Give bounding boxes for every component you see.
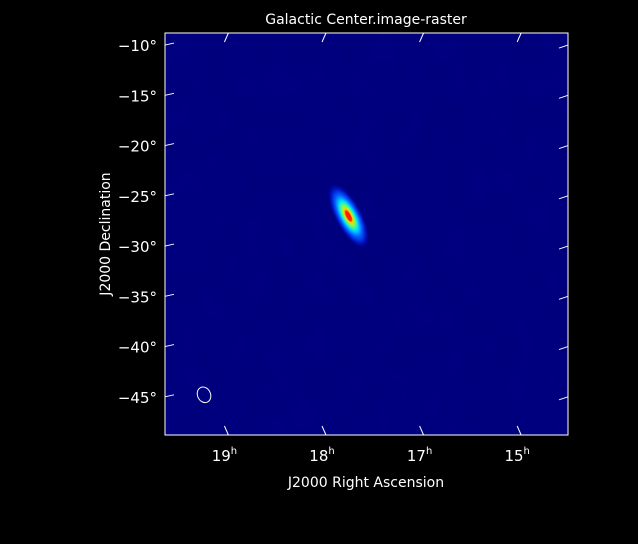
y-tick-mark-right <box>558 94 569 99</box>
y-tick-mark-right <box>558 295 569 300</box>
y-tick-mark <box>164 344 175 348</box>
x-tick-mark <box>321 425 327 436</box>
chart-title: Galactic Center.image-raster <box>265 12 467 28</box>
x-axis-label: J2000 Right Ascension <box>287 475 444 491</box>
y-tick-mark-right <box>558 396 569 401</box>
y-tick-mark <box>164 293 175 297</box>
y-tick-label: −15° <box>118 87 157 105</box>
y-tick-label: −25° <box>118 188 157 206</box>
y-axis-ticks: −10° −15° −20° −25° −30° −35° −40° −45° <box>118 37 569 407</box>
x-tick-mark-top <box>419 32 425 43</box>
y-tick-label: −20° <box>118 138 157 156</box>
y-tick-label: −45° <box>118 389 157 407</box>
y-tick-label: −40° <box>118 339 157 357</box>
x-tick-mark-top <box>516 32 522 43</box>
y-tick-mark-right <box>558 346 569 351</box>
x-tick-mark-top <box>321 32 327 43</box>
y-axis-label: J2000 Declination <box>98 172 114 296</box>
x-tick-unit: h <box>328 446 334 457</box>
x-axis-ticks: 19h 18h 17h 15h <box>212 32 530 465</box>
x-tick-label: 18h <box>309 446 334 465</box>
y-tick-mark-right <box>558 145 569 150</box>
y-tick-mark <box>164 394 175 398</box>
x-tick-label: 15h <box>504 446 529 465</box>
bright-source <box>327 182 370 250</box>
y-tick-mark <box>164 42 175 46</box>
beam-ellipse <box>196 386 212 404</box>
y-tick-mark <box>164 243 175 247</box>
y-tick-mark-right <box>558 44 569 49</box>
y-tick-mark-right <box>558 195 569 200</box>
x-tick-mark <box>419 425 425 436</box>
x-tick-mark <box>223 425 229 436</box>
y-tick-mark <box>164 193 175 197</box>
x-tick-unit: h <box>231 446 237 457</box>
x-tick-mark-top <box>223 32 229 43</box>
plot-frame <box>164 32 569 436</box>
y-tick-mark <box>164 143 175 147</box>
y-tick-label: −35° <box>118 288 157 306</box>
y-tick-label: −30° <box>118 238 157 256</box>
x-tick-label: 17h <box>407 446 432 465</box>
x-tick-unit: h <box>426 446 432 457</box>
x-tick-mark <box>516 425 522 436</box>
x-tick-label: 19h <box>212 446 237 465</box>
y-tick-label: −10° <box>118 37 157 55</box>
y-tick-mark-right <box>558 245 569 250</box>
x-tick-unit: h <box>524 446 530 457</box>
y-tick-mark <box>164 92 175 96</box>
